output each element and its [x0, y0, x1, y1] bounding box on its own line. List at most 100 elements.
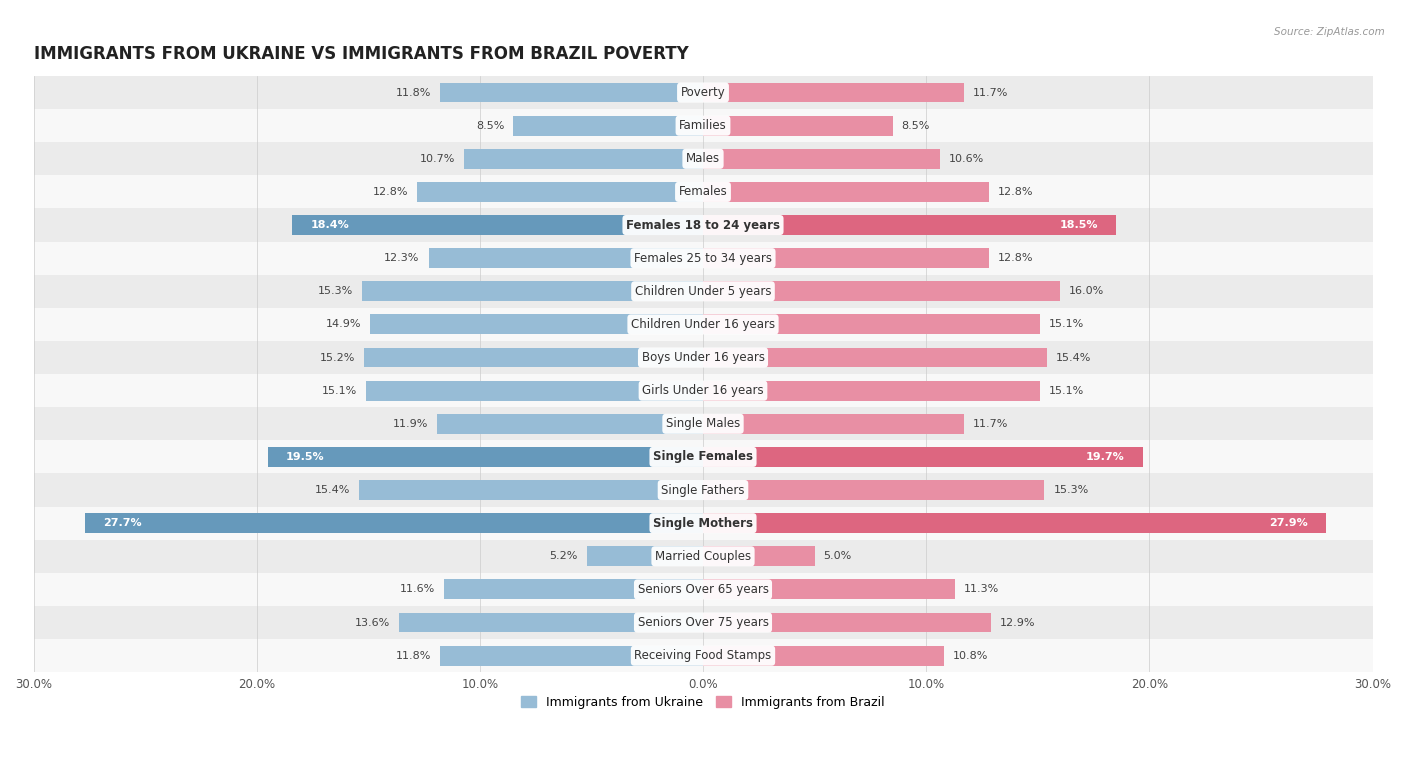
Text: 8.5%: 8.5%: [477, 121, 505, 130]
Legend: Immigrants from Ukraine, Immigrants from Brazil: Immigrants from Ukraine, Immigrants from…: [516, 691, 890, 714]
Text: 11.3%: 11.3%: [965, 584, 1000, 594]
Text: Children Under 5 years: Children Under 5 years: [634, 285, 772, 298]
Bar: [703, 348, 1046, 368]
Text: Girls Under 16 years: Girls Under 16 years: [643, 384, 763, 397]
Text: Poverty: Poverty: [681, 86, 725, 99]
Bar: [34, 440, 1372, 474]
Text: Single Mothers: Single Mothers: [652, 517, 754, 530]
Text: 12.3%: 12.3%: [384, 253, 419, 263]
Text: Children Under 16 years: Children Under 16 years: [631, 318, 775, 331]
Bar: [586, 547, 703, 566]
Text: Source: ZipAtlas.com: Source: ZipAtlas.com: [1274, 27, 1385, 36]
Bar: [703, 646, 943, 666]
Text: Females 25 to 34 years: Females 25 to 34 years: [634, 252, 772, 265]
Text: 15.3%: 15.3%: [1053, 485, 1088, 495]
Bar: [703, 149, 939, 169]
Text: 11.8%: 11.8%: [395, 650, 430, 661]
Text: Single Males: Single Males: [666, 418, 740, 431]
Bar: [34, 143, 1372, 175]
Text: Families: Families: [679, 119, 727, 132]
Bar: [34, 606, 1372, 639]
Text: 15.2%: 15.2%: [319, 352, 354, 362]
Bar: [703, 116, 893, 136]
Bar: [34, 109, 1372, 143]
Text: Males: Males: [686, 152, 720, 165]
Bar: [34, 242, 1372, 274]
Text: 13.6%: 13.6%: [356, 618, 391, 628]
Bar: [34, 208, 1372, 242]
Bar: [703, 83, 965, 102]
Bar: [84, 513, 703, 533]
Text: 15.1%: 15.1%: [1049, 319, 1084, 330]
Bar: [703, 281, 1060, 301]
Text: 14.9%: 14.9%: [326, 319, 361, 330]
Text: 11.7%: 11.7%: [973, 419, 1008, 429]
Bar: [371, 315, 703, 334]
Bar: [366, 381, 703, 401]
Text: Seniors Over 65 years: Seniors Over 65 years: [637, 583, 769, 596]
Bar: [703, 414, 965, 434]
Bar: [34, 341, 1372, 374]
Text: 11.8%: 11.8%: [395, 88, 430, 98]
Bar: [703, 381, 1040, 401]
Text: 27.7%: 27.7%: [103, 518, 142, 528]
Bar: [703, 513, 1326, 533]
Text: Married Couples: Married Couples: [655, 550, 751, 562]
Bar: [34, 374, 1372, 407]
Text: Receiving Food Stamps: Receiving Food Stamps: [634, 649, 772, 662]
Text: 12.9%: 12.9%: [1000, 618, 1035, 628]
Bar: [513, 116, 703, 136]
Bar: [703, 612, 991, 632]
Bar: [418, 182, 703, 202]
Text: 11.7%: 11.7%: [973, 88, 1008, 98]
Bar: [464, 149, 703, 169]
Text: 15.3%: 15.3%: [318, 287, 353, 296]
Bar: [703, 315, 1040, 334]
Text: 12.8%: 12.8%: [998, 253, 1033, 263]
Bar: [703, 579, 955, 600]
Text: Seniors Over 75 years: Seniors Over 75 years: [637, 616, 769, 629]
Text: 5.2%: 5.2%: [550, 551, 578, 562]
Text: 8.5%: 8.5%: [901, 121, 929, 130]
Text: 19.7%: 19.7%: [1085, 452, 1125, 462]
Text: IMMIGRANTS FROM UKRAINE VS IMMIGRANTS FROM BRAZIL POVERTY: IMMIGRANTS FROM UKRAINE VS IMMIGRANTS FR…: [34, 45, 689, 64]
Text: 15.4%: 15.4%: [315, 485, 350, 495]
Bar: [703, 215, 1116, 235]
Bar: [437, 414, 703, 434]
Bar: [703, 248, 988, 268]
Text: 10.8%: 10.8%: [953, 650, 988, 661]
Bar: [360, 480, 703, 500]
Text: Boys Under 16 years: Boys Under 16 years: [641, 351, 765, 364]
Text: 5.0%: 5.0%: [824, 551, 852, 562]
Bar: [399, 612, 703, 632]
Text: Single Fathers: Single Fathers: [661, 484, 745, 496]
Text: 10.6%: 10.6%: [949, 154, 984, 164]
Text: 12.8%: 12.8%: [373, 187, 408, 197]
Text: Females 18 to 24 years: Females 18 to 24 years: [626, 218, 780, 231]
Bar: [34, 407, 1372, 440]
Bar: [361, 281, 703, 301]
Bar: [34, 474, 1372, 506]
Text: 18.5%: 18.5%: [1060, 220, 1098, 230]
Text: 18.4%: 18.4%: [311, 220, 349, 230]
Bar: [440, 646, 703, 666]
Bar: [703, 547, 814, 566]
Bar: [440, 83, 703, 102]
Bar: [429, 248, 703, 268]
Text: 27.9%: 27.9%: [1270, 518, 1308, 528]
Text: 10.7%: 10.7%: [420, 154, 456, 164]
Text: 15.4%: 15.4%: [1056, 352, 1091, 362]
Text: 15.1%: 15.1%: [1049, 386, 1084, 396]
Bar: [34, 274, 1372, 308]
Text: 16.0%: 16.0%: [1069, 287, 1104, 296]
Bar: [444, 579, 703, 600]
Bar: [703, 447, 1143, 467]
Text: 15.1%: 15.1%: [322, 386, 357, 396]
Bar: [34, 506, 1372, 540]
Text: 19.5%: 19.5%: [285, 452, 325, 462]
Text: 11.9%: 11.9%: [394, 419, 429, 429]
Bar: [34, 175, 1372, 208]
Bar: [34, 308, 1372, 341]
Bar: [703, 480, 1045, 500]
Text: Single Females: Single Females: [652, 450, 754, 463]
